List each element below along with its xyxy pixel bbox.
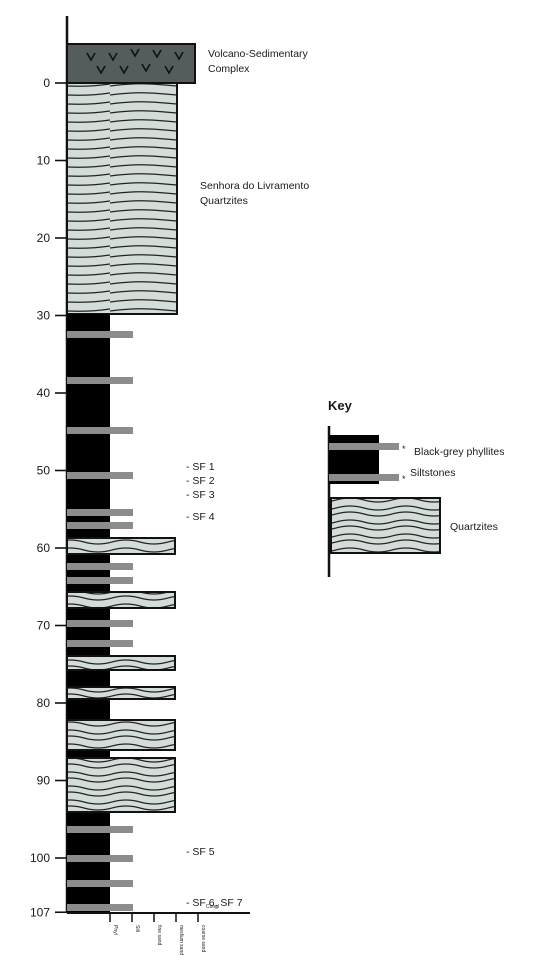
depth-label-100: 100 xyxy=(30,851,50,865)
depth-label-20: 20 xyxy=(37,231,51,245)
siltstone-bed xyxy=(67,620,133,627)
key-legend: Key * Black-grey phyllites * Siltstones … xyxy=(327,398,504,577)
key-siltstones-label: Siltstones xyxy=(410,467,456,479)
depth-label-107: 107 xyxy=(30,905,50,919)
depth-label-80: 80 xyxy=(37,696,51,710)
volcano-sedimentary-label-line2: Complex xyxy=(208,63,250,75)
key-siltstone-bed-swatch xyxy=(329,443,399,450)
siltstone-bed xyxy=(67,377,133,384)
siltstone-bed xyxy=(67,331,133,338)
phyllite-column xyxy=(67,314,110,913)
siltstone-bed xyxy=(67,855,133,862)
sample-label-sf4: - SF 4 xyxy=(186,511,215,523)
depth-label-30: 30 xyxy=(37,309,51,323)
depth-label-0: 0 xyxy=(43,76,50,90)
siltstone-bed xyxy=(67,640,133,647)
siltstone-beds xyxy=(67,331,133,911)
quartzite-bed xyxy=(66,686,176,700)
key-quartzites-label: Quartzites xyxy=(450,521,498,533)
depth-label-90: 90 xyxy=(37,774,51,788)
sample-label-sf1: - SF 1 xyxy=(186,461,215,473)
depth-ticks: 0 10 20 30 40 50 60 70 80 90 100 107 xyxy=(30,76,67,919)
quartzite-bed xyxy=(66,719,176,751)
volcano-sedimentary-label: Volcano-Sedimentary xyxy=(208,48,309,60)
siltstone-bed xyxy=(67,904,133,911)
senhora-quartzite-label: Senhora do Livramento xyxy=(200,180,309,192)
sample-label-sf3: - SF 3 xyxy=(186,489,215,501)
key-asterisk-1: * xyxy=(402,444,406,454)
depth-label-70: 70 xyxy=(37,619,51,633)
grain-label-silt: Silt xyxy=(134,925,140,933)
grain-label-congl: Congl xyxy=(206,904,219,910)
depth-label-60: 60 xyxy=(37,541,51,555)
siltstone-bed xyxy=(67,427,133,434)
siltstone-bed xyxy=(67,509,133,516)
siltstone-bed xyxy=(67,826,133,833)
senhora-quartzite-layer xyxy=(66,82,178,315)
quartzite-bed xyxy=(66,655,176,671)
key-siltstone-swatch xyxy=(329,474,399,481)
grain-label-fine-sand: fine sand xyxy=(156,925,162,946)
quartzite-bed xyxy=(66,591,176,609)
key-asterisk-2: * xyxy=(402,474,406,484)
siltstone-bed xyxy=(67,522,133,529)
sample-label-sf6-sf7: - SF 6, SF 7 xyxy=(186,897,243,909)
sample-label-sf5: - SF 5 xyxy=(186,846,215,858)
quartzite-bed xyxy=(66,757,176,813)
depth-label-50: 50 xyxy=(37,464,51,478)
key-quartzite-swatch xyxy=(330,497,441,554)
depth-label-40: 40 xyxy=(37,386,51,400)
volcanic-v-symbols xyxy=(86,48,184,75)
quartzite-bed xyxy=(66,537,176,555)
siltstone-bed xyxy=(67,472,133,479)
sample-label-sf2: - SF 2 xyxy=(186,475,215,487)
key-title: Key xyxy=(328,398,353,413)
quartzite-beds xyxy=(66,537,176,813)
grain-size-ticks xyxy=(109,913,199,922)
siltstone-bed xyxy=(67,577,133,584)
key-phyllites-label: Black-grey phyllites xyxy=(414,446,504,458)
volcano-sedimentary-layer xyxy=(66,43,196,84)
senhora-quartzite-label-line2: Quartzites xyxy=(200,195,248,207)
siltstone-bed xyxy=(67,563,133,570)
grain-label-phyl: Phyl xyxy=(112,925,118,935)
siltstone-bed xyxy=(67,880,133,887)
grain-label-medium-sand: medium sand xyxy=(178,925,184,955)
grain-label-coarse-sand: coarse sand xyxy=(200,925,206,952)
depth-label-10: 10 xyxy=(37,154,51,168)
